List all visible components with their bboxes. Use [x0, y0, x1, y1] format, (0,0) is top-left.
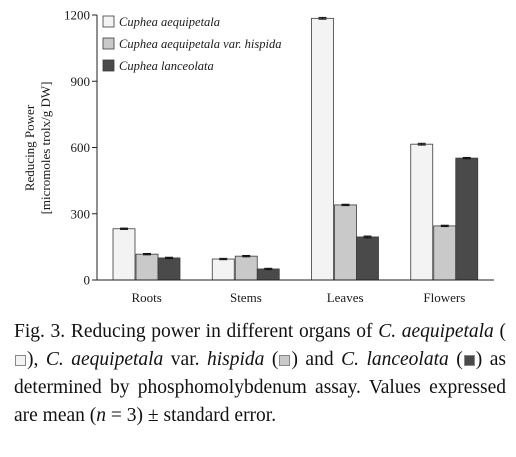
caption-text: ) as determined by phosphomolybdenum ass… [14, 349, 506, 426]
y-axis-title: Reducing Power [micromoles trolx/g DW] [22, 82, 53, 215]
swatch-series-1 [15, 355, 26, 366]
caption-species: C. lanceolata [341, 349, 449, 370]
caption-text: = 3) ± standard error. [106, 405, 277, 426]
legend-label: Cuphea aequipetala var. hispida [119, 37, 282, 51]
caption-text: var. [163, 349, 207, 370]
bar [234, 255, 258, 281]
caption-n: n [96, 405, 107, 426]
x-category-label: Flowers [423, 290, 465, 305]
bar [135, 253, 159, 281]
caption-fig-label: Fig. 3. [14, 321, 66, 342]
bar [455, 157, 479, 281]
caption-text: ( [448, 349, 463, 370]
bar-chart: Reducing Power [micromoles trolx/g DW] 0… [22, 8, 494, 305]
legend-swatch [102, 37, 115, 50]
bar [356, 236, 379, 281]
error-bars [120, 16, 471, 271]
swatch-series-2 [279, 355, 291, 366]
legend-swatch [102, 59, 115, 72]
bars [112, 17, 479, 281]
y-axis-title-line2: [micromoles trolx/g DW] [38, 82, 53, 215]
bar [311, 17, 334, 281]
x-axis-labels: Roots Stems Leaves Flowers [131, 290, 465, 305]
bar [157, 257, 181, 281]
legend: Cuphea aequipetala Cuphea aequipetala var… [102, 15, 282, 73]
y-tick-label: 600 [71, 140, 91, 155]
y-tick-label: 900 [71, 74, 91, 89]
bar [256, 268, 280, 281]
bar [112, 228, 136, 281]
caption-text: ), [27, 349, 46, 370]
y-tick-label: 1200 [64, 8, 90, 23]
legend-label: Cuphea lanceolata [119, 59, 214, 73]
bar [410, 143, 434, 281]
x-category-label: Leaves [327, 290, 364, 305]
caption-species: C. aequipetala [378, 321, 494, 342]
figure: Reducing Power [micromoles trolx/g DW] 0… [22, 8, 494, 305]
caption-text: ( [493, 321, 506, 342]
legend-swatch [102, 15, 115, 28]
x-category-label: Stems [230, 290, 262, 305]
caption-variety: hispida [207, 349, 265, 370]
caption-text: Reducing power in different organs of [65, 321, 379, 342]
caption-text: ) and [291, 349, 342, 370]
y-tick-label: 0 [84, 273, 91, 288]
y-tick-label: 300 [71, 206, 91, 221]
figure-caption: Fig. 3. Reducing power in different orga… [14, 318, 506, 430]
caption-species: C. aequipetala [45, 349, 164, 370]
bar [433, 225, 457, 281]
bar [211, 258, 235, 281]
bar [334, 204, 357, 281]
y-axis-ticks: 0 300 600 900 1200 [64, 8, 97, 288]
x-category-label: Roots [131, 290, 161, 305]
caption-text: ( [264, 349, 279, 370]
swatch-series-3 [463, 355, 475, 366]
y-axis-title-line1: Reducing Power [22, 104, 37, 191]
legend-label: Cuphea aequipetala [119, 15, 220, 29]
axes [96, 15, 494, 281]
